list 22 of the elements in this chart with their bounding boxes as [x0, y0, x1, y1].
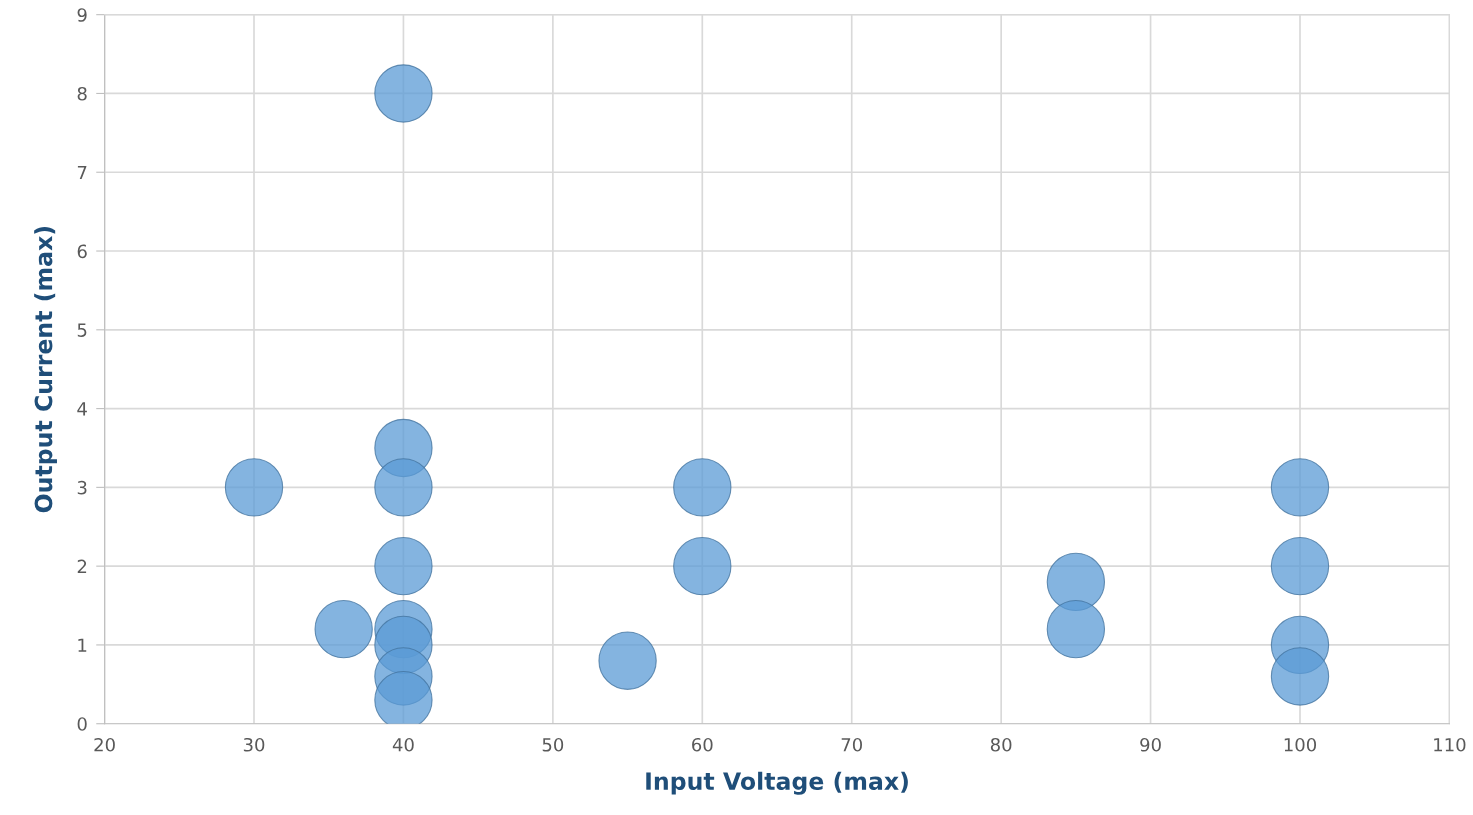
x-tick-label: 20 — [94, 737, 115, 752]
x-tick-label: 50 — [542, 737, 564, 752]
x-tick-label: 110 — [1434, 737, 1466, 752]
y-tick-label: 6 — [77, 244, 87, 259]
x-tick-label: 30 — [243, 737, 265, 752]
y-tick-label: 3 — [77, 480, 87, 495]
y-tick-label: 1 — [78, 638, 87, 652]
x-tick-label: 100 — [1284, 737, 1317, 752]
x-axis-title: Input Voltage (max) — [646, 771, 908, 795]
y-tick-label: 0 — [77, 717, 87, 731]
y-axis-title: Output Current (max) — [34, 226, 57, 513]
x-tick-label: 70 — [841, 737, 863, 752]
y-tick-label: 9 — [77, 8, 87, 22]
x-tick-label: 90 — [1140, 737, 1161, 752]
y-tick-label: 5 — [77, 323, 87, 337]
x-tick-label: 60 — [692, 737, 713, 752]
x-tick-label: 40 — [392, 737, 414, 752]
y-tick-label: 4 — [77, 402, 87, 416]
y-tick-label: 7 — [77, 165, 87, 180]
x-tick-label: 80 — [990, 737, 1012, 752]
y-tick-label: 8 — [77, 86, 87, 101]
y-tick-label: 2 — [77, 559, 87, 574]
